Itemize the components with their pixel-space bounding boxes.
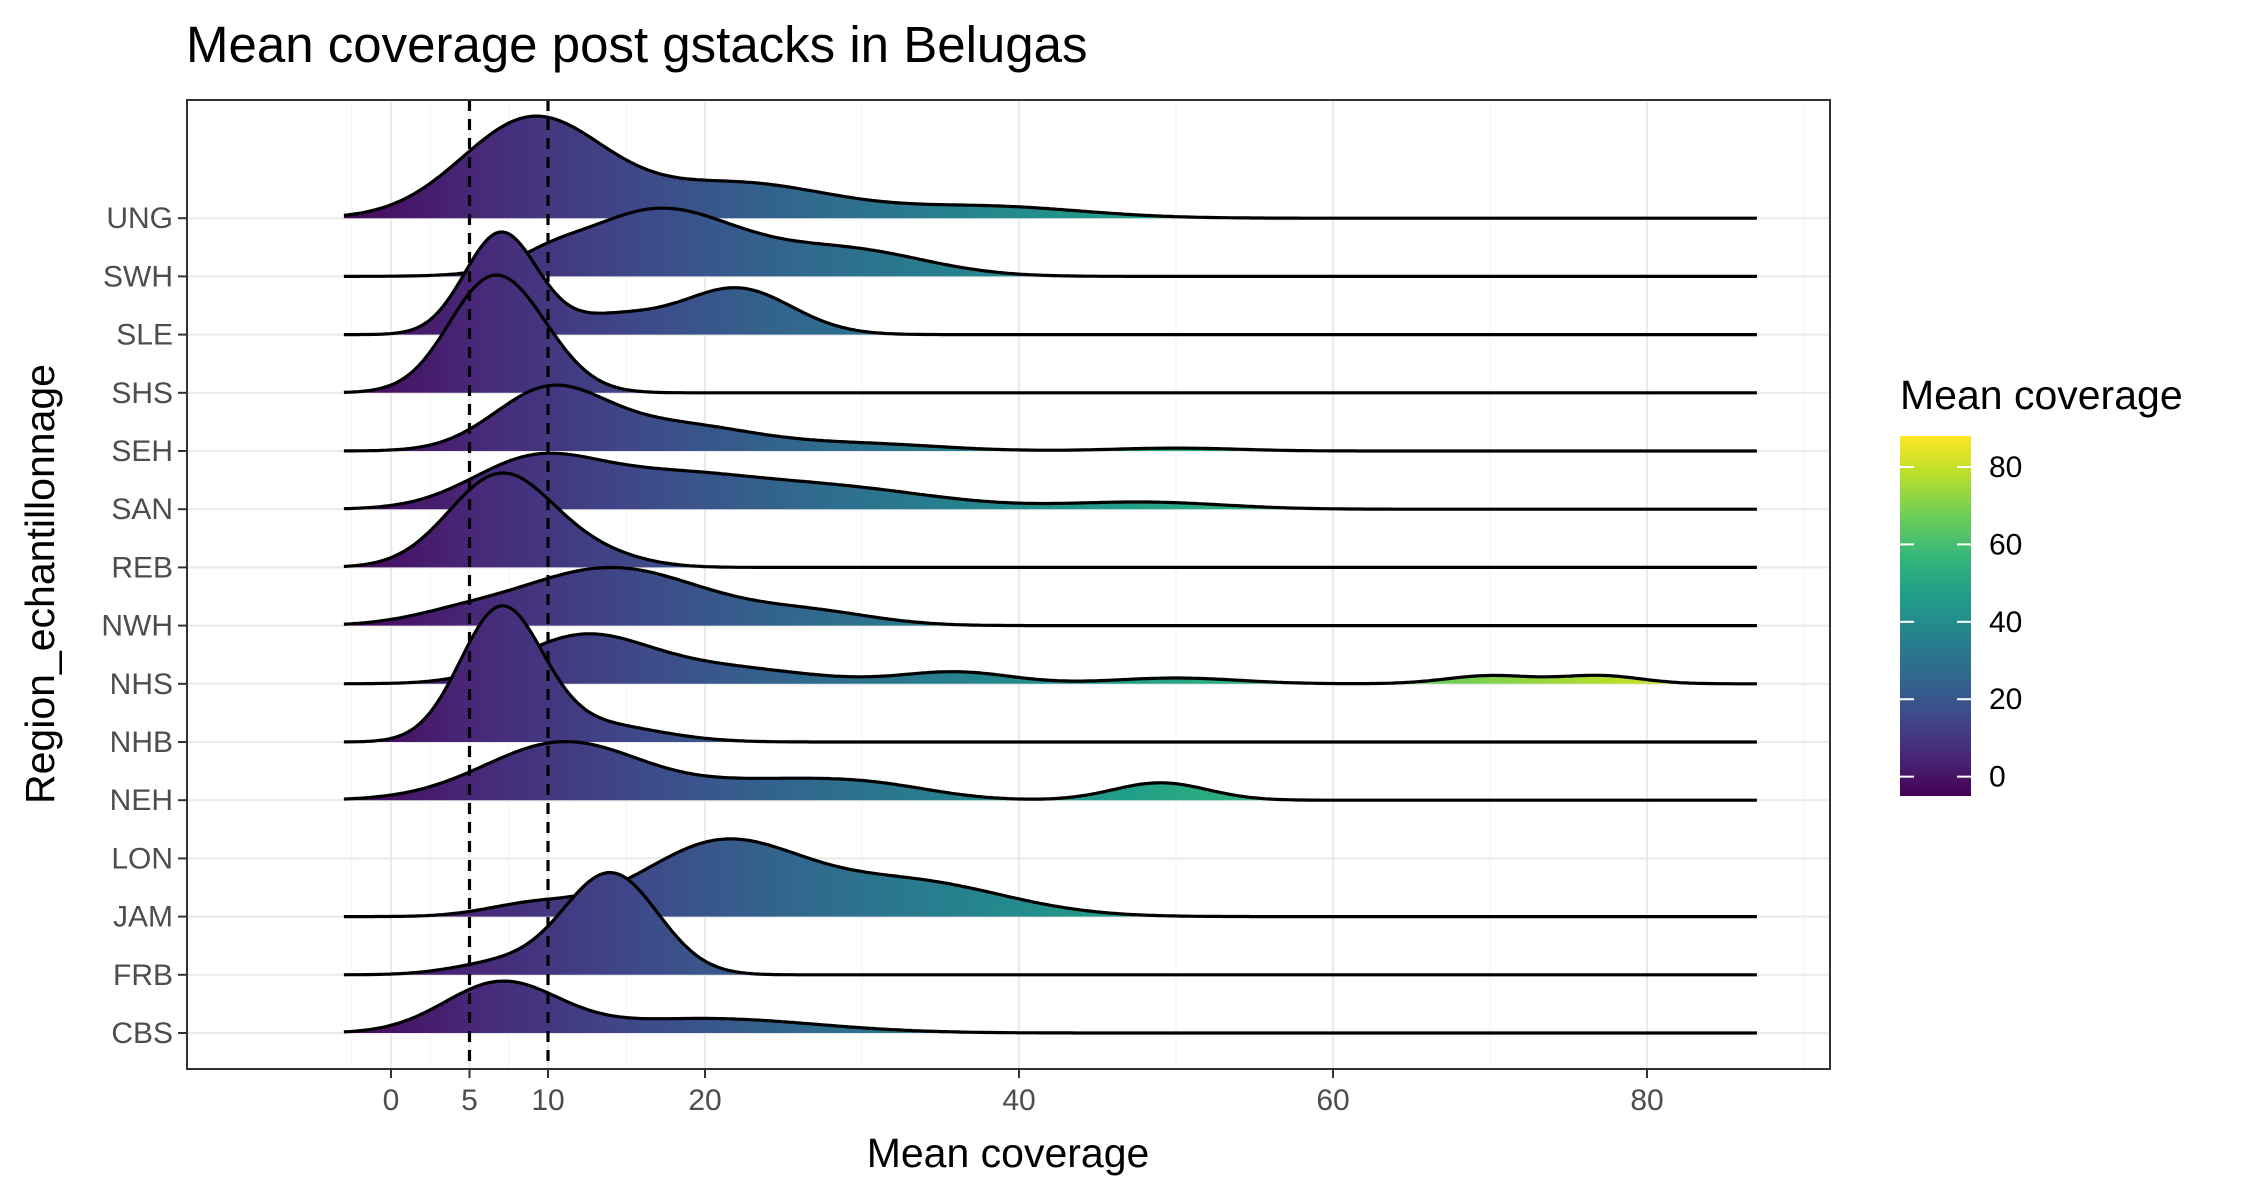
ridge-fill bbox=[343, 981, 1757, 1033]
legend-label: 80 bbox=[1989, 451, 2022, 484]
y-tick-label: SHS bbox=[111, 377, 173, 410]
y-axis: CBS FRB JAM LON NEH NHB NHS NWH REB SAN SEH SHS SLE S… bbox=[101, 202, 187, 1050]
y-tick-label: NEH bbox=[110, 784, 173, 817]
legend-label: 60 bbox=[1989, 528, 2022, 561]
y-tick-label: SAN bbox=[111, 493, 173, 526]
x-axis-title: Mean coverage bbox=[867, 1130, 1150, 1176]
x-tick-label: 0 bbox=[383, 1084, 400, 1117]
ridge-fill bbox=[343, 473, 1757, 568]
ridge-fill bbox=[343, 208, 1757, 277]
x-tick-label: 60 bbox=[1316, 1084, 1349, 1117]
chart-title: Mean coverage post gstacks in Belugas bbox=[186, 16, 1088, 73]
ridge-fill bbox=[343, 385, 1757, 451]
ridge-sle bbox=[343, 230, 1757, 337]
y-tick-label: JAM bbox=[113, 901, 173, 934]
legend: Mean coverage 0 20 40 60 80 bbox=[1900, 372, 2183, 796]
y-tick-label: UNG bbox=[106, 202, 173, 235]
ridge-line bbox=[343, 471, 1757, 569]
ridge-line bbox=[343, 632, 1757, 686]
reference-lines bbox=[467, 100, 550, 1069]
legend-label: 20 bbox=[1989, 683, 2022, 716]
legend-colorbar bbox=[1900, 436, 1971, 796]
y-tick-label: LON bbox=[111, 842, 173, 875]
ridge-fill bbox=[343, 275, 1757, 393]
ridge-line bbox=[343, 273, 1757, 395]
y-tick-label: NHS bbox=[110, 668, 173, 701]
ridge-seh bbox=[343, 383, 1757, 453]
legend-title: Mean coverage bbox=[1900, 372, 2183, 418]
ridge-shs bbox=[343, 273, 1757, 395]
ridge-fill bbox=[343, 838, 1757, 917]
ridge-fill bbox=[343, 232, 1757, 335]
ridge-fill bbox=[343, 453, 1757, 510]
y-tick-label: CBS bbox=[111, 1017, 173, 1050]
ridge-line bbox=[343, 114, 1757, 220]
legend-label: 40 bbox=[1989, 606, 2022, 639]
panel-border bbox=[186, 99, 1831, 1070]
ridge-line bbox=[343, 604, 1757, 744]
ridge-fill bbox=[343, 872, 1757, 975]
y-tick-label: REB bbox=[111, 551, 173, 584]
ridge-san bbox=[343, 451, 1757, 511]
ridge-swh bbox=[343, 206, 1757, 278]
ridge-line bbox=[343, 206, 1757, 278]
ridge-nwh bbox=[343, 565, 1757, 628]
ridge-fill bbox=[343, 741, 1757, 801]
y-axis-title: Region_echantillonnage bbox=[17, 364, 63, 804]
legend-label: 0 bbox=[1989, 761, 2006, 794]
ridge-line bbox=[343, 740, 1757, 802]
ridge-neh bbox=[343, 740, 1757, 802]
y-tick-label: NWH bbox=[101, 610, 173, 643]
ridge-fill bbox=[343, 633, 1757, 684]
y-tick-label: NHB bbox=[110, 726, 173, 759]
x-tick-label: 20 bbox=[688, 1084, 721, 1117]
plot-panel bbox=[186, 99, 1831, 1070]
ridge-frb bbox=[343, 870, 1757, 977]
x-axis: 0 5 10 20 40 60 80 bbox=[383, 1069, 1664, 1117]
y-tick-label: SEH bbox=[111, 435, 173, 468]
ridge-reb bbox=[343, 471, 1757, 569]
ridge-ung bbox=[343, 114, 1757, 220]
ridge-fill bbox=[343, 567, 1757, 626]
density-ridges bbox=[343, 114, 1757, 1035]
ridge-line bbox=[343, 979, 1757, 1035]
y-tick-label: FRB bbox=[113, 959, 173, 992]
ridge-nhb bbox=[343, 604, 1757, 744]
y-tick-label: SWH bbox=[103, 260, 173, 293]
ridge-line bbox=[343, 870, 1757, 977]
ridge-line bbox=[343, 230, 1757, 337]
x-tick-label: 40 bbox=[1002, 1084, 1035, 1117]
x-tick-label: 10 bbox=[531, 1084, 564, 1117]
ridge-fill bbox=[343, 116, 1757, 219]
ridge-line bbox=[343, 383, 1757, 453]
x-tick-label: 5 bbox=[461, 1084, 478, 1117]
y-tick-label: SLE bbox=[116, 319, 173, 352]
x-tick-label: 80 bbox=[1630, 1084, 1663, 1117]
ridge-line bbox=[343, 565, 1757, 628]
ridge-line bbox=[343, 451, 1757, 511]
ridge-cbs bbox=[343, 979, 1757, 1035]
ridge-nhs bbox=[343, 632, 1757, 686]
